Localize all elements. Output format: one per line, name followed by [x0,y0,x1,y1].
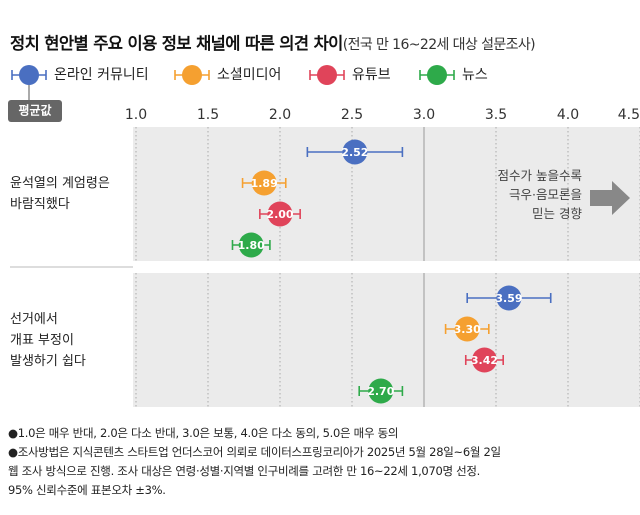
dot [471,347,497,373]
value-label: 3.59 [495,292,522,305]
dot [496,285,522,311]
notes: ●1.0은 매우 반대, 2.0은 다소 반대, 3.0은 보통, 4.0은 다… [8,424,501,500]
legend-marker [182,65,202,85]
dot [267,201,293,227]
x-tick-label: 2.5 [341,107,363,123]
x-tick-label: 3.0 [413,107,435,123]
legend-note: 평균값 [18,104,51,118]
x-tick-label: 3.5 [485,107,507,123]
x-tick-label: 1.5 [197,107,219,123]
legend-label: 온라인 커뮤니티 [54,67,149,83]
annotation-arrow [590,181,630,215]
value-label: 1.80 [238,239,265,252]
x-tick-label: 2.0 [269,107,291,123]
chart-title: 정치 현안별 주요 이용 정보 채널에 따른 의견 차이(전국 만 16~22세… [10,30,536,54]
x-tick-label: 4.0 [557,107,579,123]
value-label: 2.00 [266,208,293,221]
x-tick-label: 4.5 [618,107,640,123]
dot [251,170,277,196]
legend-label: 소셜미디어 [217,67,281,83]
dot [368,378,394,404]
title-text: 정치 현안별 주요 이용 정보 채널에 따른 의견 차이 [10,34,343,53]
legend-note-box [8,100,62,122]
legend-marker [427,65,447,85]
value-label: 2.52 [341,146,368,159]
legend-label: 뉴스 [462,67,488,83]
category-label: 선거에서 개표 부정이 발생하기 쉽다 [10,311,86,369]
dot [454,316,480,342]
legend-marker [19,65,39,85]
dot [238,232,264,258]
value-label: 1.89 [251,177,278,190]
note: ●1.0은 매우 반대, 2.0은 다소 반대, 3.0은 보통, 4.0은 다… [8,426,399,440]
panel [133,127,640,261]
value-label: 3.30 [454,323,481,336]
subtitle: (전국 만 16~22세 대상 설문조사) [342,37,536,53]
value-label: 2.70 [367,385,394,398]
dot [342,139,368,165]
x-tick-label: 1.0 [125,107,147,123]
category-label: 윤석열의 계엄령은 바람직했다 [10,176,110,212]
annotation: 점수가 높을수록 극우·음모론을 믿는 경향 [497,168,582,221]
legend-marker [317,65,337,85]
note: ●조사방법은 지식콘텐츠 스타트업 언더스코어 의뢰로 데이터스프링코리아가 2… [8,445,501,497]
value-label: 3.42 [471,354,498,367]
legend-label: 유튜브 [352,67,391,83]
